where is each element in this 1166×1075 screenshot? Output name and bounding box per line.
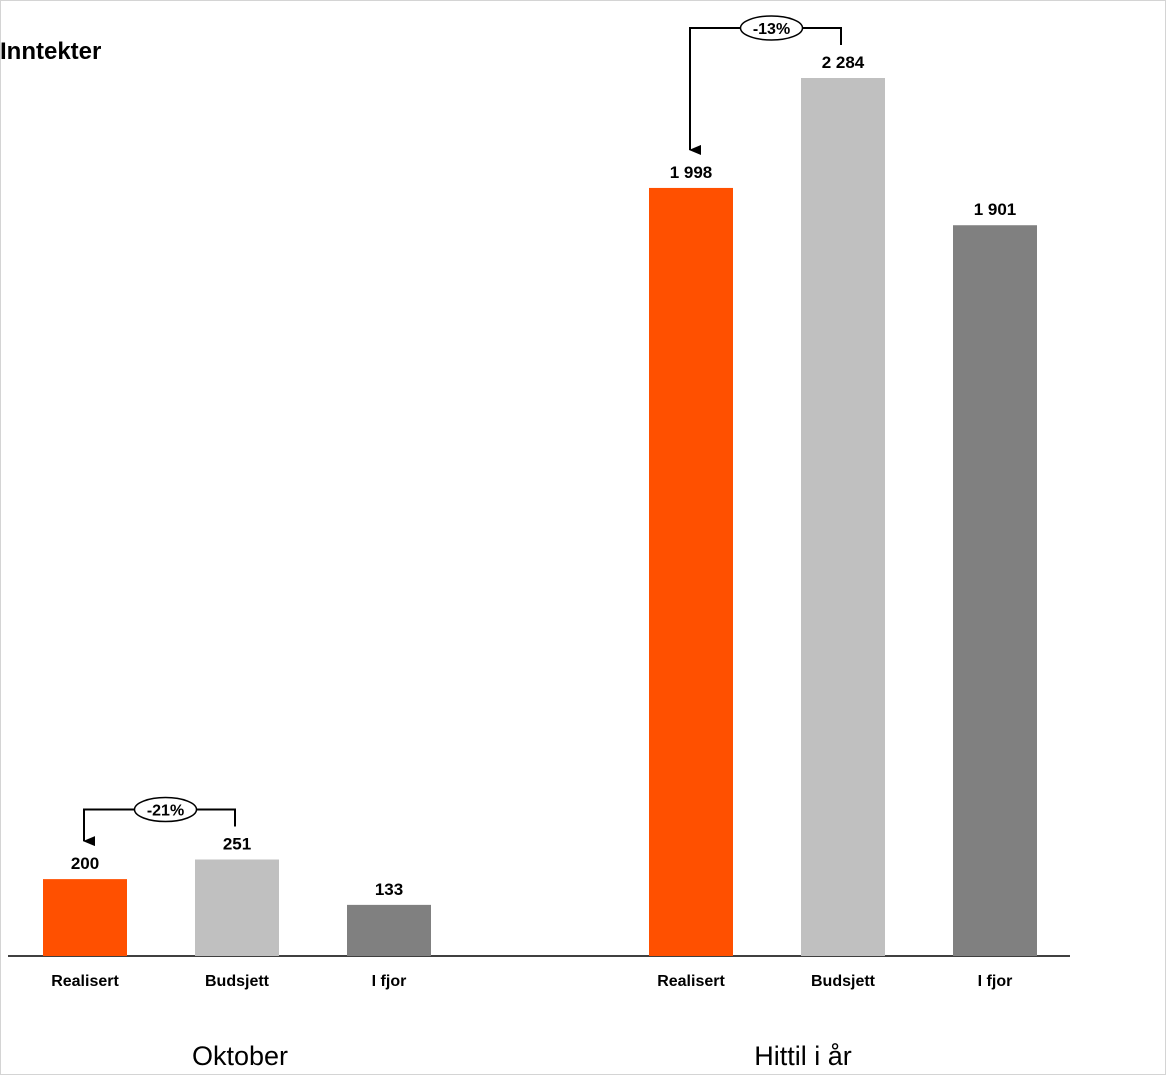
category-tick-label: Budsjett (811, 973, 876, 990)
bar-realisert (649, 187, 733, 956)
variance-label: -21% (147, 803, 184, 820)
category-tick-label: Realisert (51, 973, 119, 990)
category-tick-label: Realisert (657, 973, 725, 990)
chart-title: Inntekter (0, 38, 101, 65)
bar-budsjett (195, 859, 279, 956)
group-label: Hittil i år (754, 1041, 852, 1071)
bar-i-fjor (953, 225, 1037, 957)
bar-realisert (43, 879, 127, 956)
bar-budsjett (801, 78, 885, 956)
category-tick-label: I fjor (372, 973, 407, 990)
data-label: 200 (71, 854, 99, 873)
variance-badge (133, 796, 198, 823)
category-tick-label: I fjor (978, 973, 1013, 990)
category-tick-label: Budsjett (205, 973, 270, 990)
bar-i-fjor (347, 904, 431, 956)
data-label: 133 (375, 880, 403, 899)
variance-label: -13% (753, 21, 790, 38)
data-label: 1 998 (670, 163, 713, 182)
data-label: 1 901 (974, 200, 1017, 219)
variance-badge (739, 15, 804, 41)
data-label: 2 284 (822, 53, 865, 72)
data-label: 251 (223, 835, 251, 854)
group-label: Oktober (192, 1041, 288, 1071)
plot-area: 200 Realisert 251 Budsjett 133 I fjor Oktober -… (8, 15, 1070, 1071)
